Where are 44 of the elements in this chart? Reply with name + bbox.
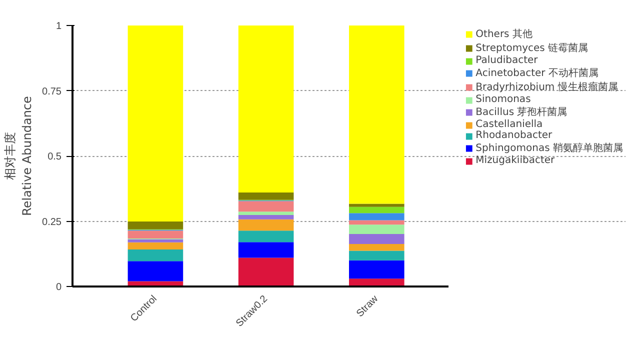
- bar: [238, 230, 294, 242]
- bar: [349, 278, 404, 286]
- legend-label: Acinetobacter 不动杆菌属: [476, 66, 598, 80]
- bar: [128, 222, 184, 230]
- bar: [238, 219, 294, 231]
- legend-label: Sphingomonas 鞘氨醇单胞菌属: [476, 142, 623, 155]
- bar: [128, 242, 184, 250]
- legend-label: Mizugakiibacter: [476, 155, 555, 166]
- bar: [349, 213, 404, 220]
- bar: [238, 201, 294, 212]
- bar: [349, 244, 404, 251]
- y-axis-title: 相对丰度 Relative Abundance: [3, 96, 34, 216]
- bar: [238, 258, 294, 286]
- legend-label: Bacillus 芽孢杆菌属: [476, 106, 568, 119]
- bar: [128, 239, 184, 242]
- bar: [128, 249, 184, 262]
- y-tick-label: 0: [56, 282, 62, 293]
- legend-label: Bradyrhizobium 慢生根瘤菌属: [476, 80, 618, 94]
- bar: [238, 242, 294, 258]
- bar: [349, 220, 404, 225]
- bar: [349, 26, 404, 204]
- bar: [128, 230, 184, 238]
- bar: [349, 204, 404, 207]
- y-tick-label: 0.5: [48, 152, 62, 162]
- bar: [128, 261, 184, 282]
- y-tick-label: 1: [56, 21, 62, 32]
- legend-label: Rhodanobacter: [476, 130, 552, 141]
- bar: [349, 234, 404, 244]
- y-tick-label: 0.75: [42, 86, 62, 98]
- legend-label: Others 其他: [476, 28, 532, 41]
- bar: [238, 212, 294, 215]
- legend-label: Paludibacter: [476, 55, 538, 66]
- bar: [349, 206, 404, 214]
- bar: [349, 250, 404, 260]
- bar: [349, 260, 404, 279]
- bar: [238, 214, 294, 220]
- bar: [238, 192, 294, 200]
- y-tick-label: 0.25: [42, 216, 62, 228]
- legend-label: Streptomyces 链霉菌属: [476, 42, 588, 55]
- bar: [349, 224, 404, 234]
- bar: [238, 26, 294, 193]
- bar: [128, 26, 184, 222]
- legend-label: Sinomonas: [476, 94, 531, 105]
- legend-label: Castellaniella: [476, 119, 543, 130]
